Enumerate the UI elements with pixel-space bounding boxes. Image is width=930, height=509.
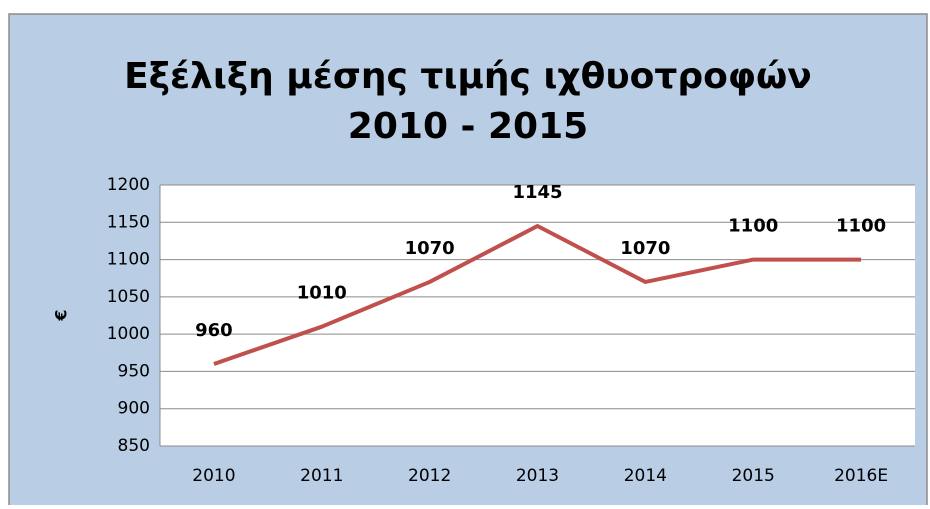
y-tick-label: 1050 (107, 287, 150, 307)
y-tick-label: 1000 (107, 324, 150, 344)
x-tick-label: 2016E (834, 466, 888, 486)
x-tick-label: 2015 (732, 466, 775, 486)
data-label: 1010 (297, 283, 347, 304)
data-label: 1100 (728, 216, 778, 237)
y-tick-label: 1100 (107, 250, 150, 270)
data-label: 1100 (836, 216, 886, 237)
plot-area (160, 185, 915, 446)
data-label: 1070 (620, 238, 670, 259)
data-label: 1145 (512, 182, 562, 203)
y-tick-label: 850 (118, 436, 150, 456)
x-tick-label: 2013 (516, 466, 559, 486)
y-tick-label: 900 (118, 399, 150, 419)
chart-title: Εξέλιξη μέσης τιμής ιχθυοτροφών (124, 56, 812, 97)
x-tick-label: 2014 (624, 466, 667, 486)
data-label: 1070 (405, 238, 455, 259)
y-tick-label: 1200 (107, 175, 150, 195)
y-tick-label: 950 (118, 361, 150, 381)
x-tick-label: 2012 (408, 466, 451, 486)
line (213, 224, 862, 366)
x-tick-label: 2011 (300, 466, 343, 486)
chart-title: 2010 - 2015 (348, 106, 588, 147)
y-axis-label: € (52, 309, 71, 321)
data-label: 960 (195, 320, 233, 341)
y-tick-label: 1150 (107, 212, 150, 232)
x-tick-label: 2010 (192, 466, 235, 486)
